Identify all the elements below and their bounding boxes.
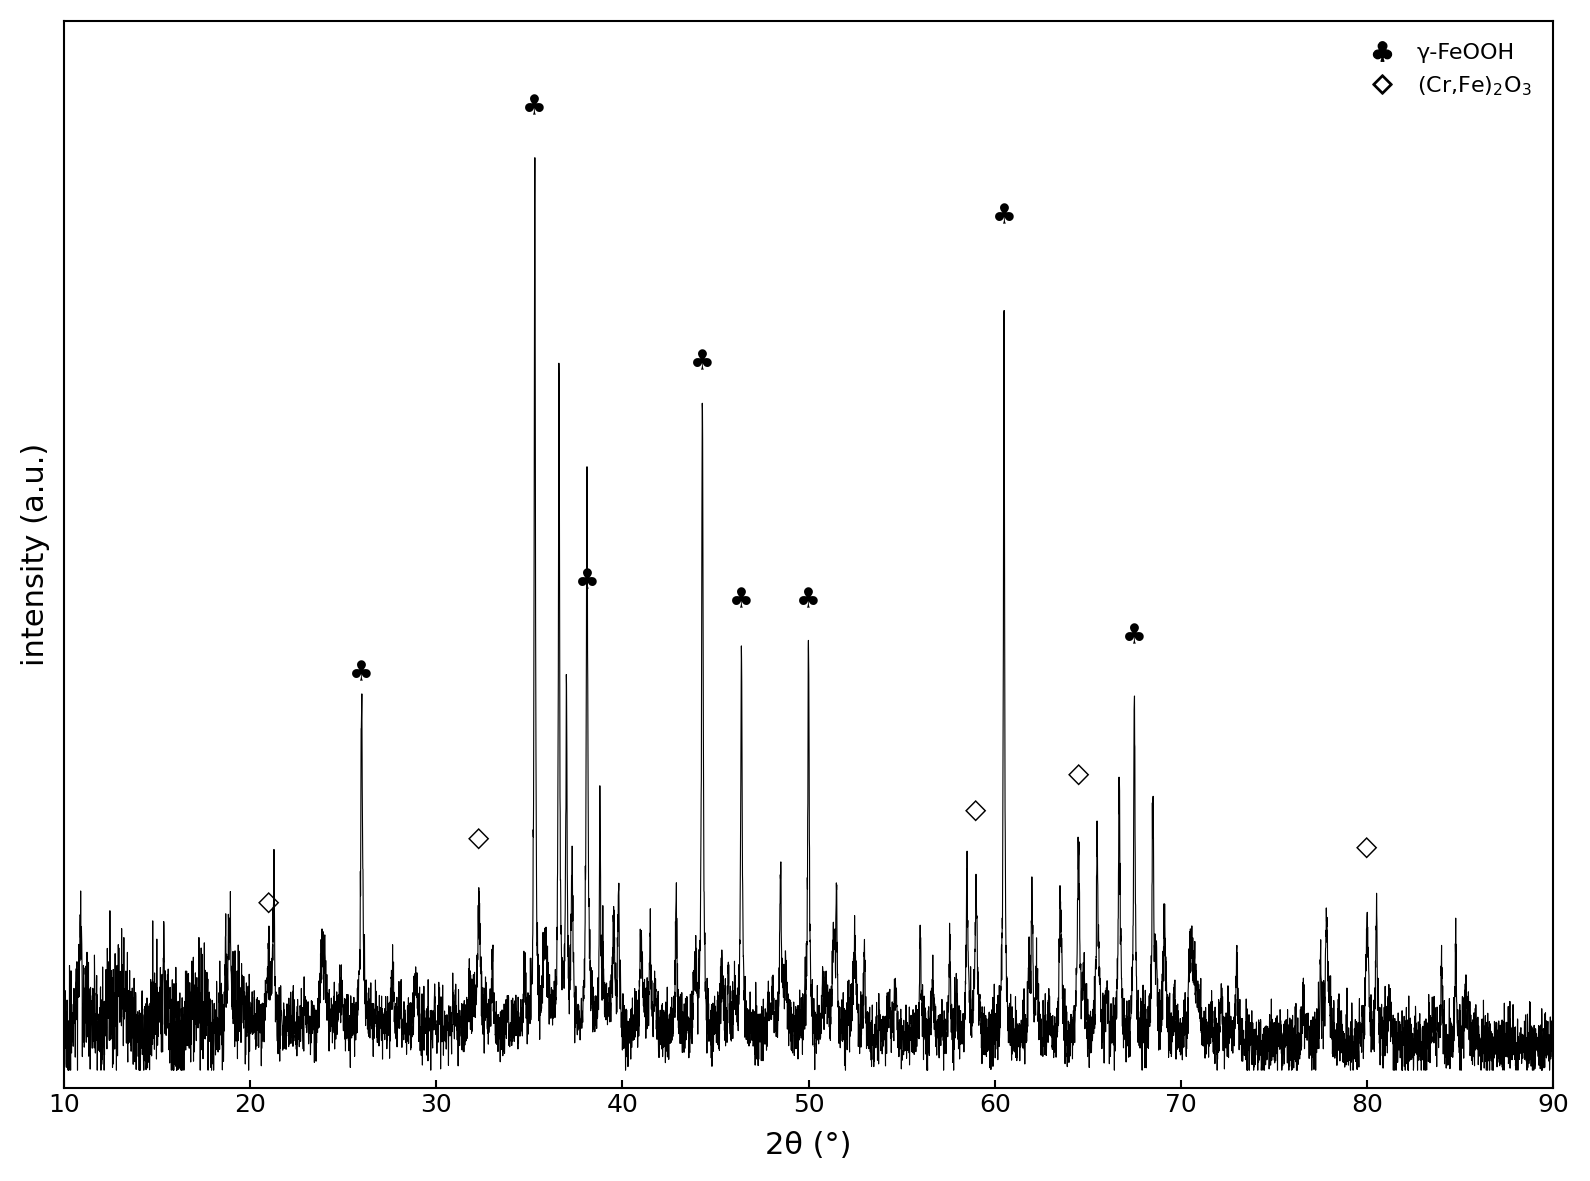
Text: ◇: ◇ <box>467 823 490 852</box>
Text: ♣: ♣ <box>523 93 547 122</box>
Text: ♣: ♣ <box>992 203 1016 230</box>
Text: ◇: ◇ <box>965 796 987 824</box>
X-axis label: 2θ (°): 2θ (°) <box>765 1131 852 1160</box>
Legend: γ-FeOOH, (Cr,Fe)$_2$O$_3$: γ-FeOOH, (Cr,Fe)$_2$O$_3$ <box>1355 32 1542 109</box>
Text: ◇: ◇ <box>258 887 280 915</box>
Text: ◇: ◇ <box>1356 833 1379 860</box>
Text: ♣: ♣ <box>797 586 820 614</box>
Text: ♣: ♣ <box>1123 622 1146 651</box>
Text: ♣: ♣ <box>350 659 374 687</box>
Y-axis label: intensity (a.u.): intensity (a.u.) <box>21 443 49 666</box>
Text: ♣: ♣ <box>690 348 716 377</box>
Text: ♣: ♣ <box>730 586 754 614</box>
Text: ◇: ◇ <box>1068 759 1089 788</box>
Text: ♣: ♣ <box>574 568 599 595</box>
